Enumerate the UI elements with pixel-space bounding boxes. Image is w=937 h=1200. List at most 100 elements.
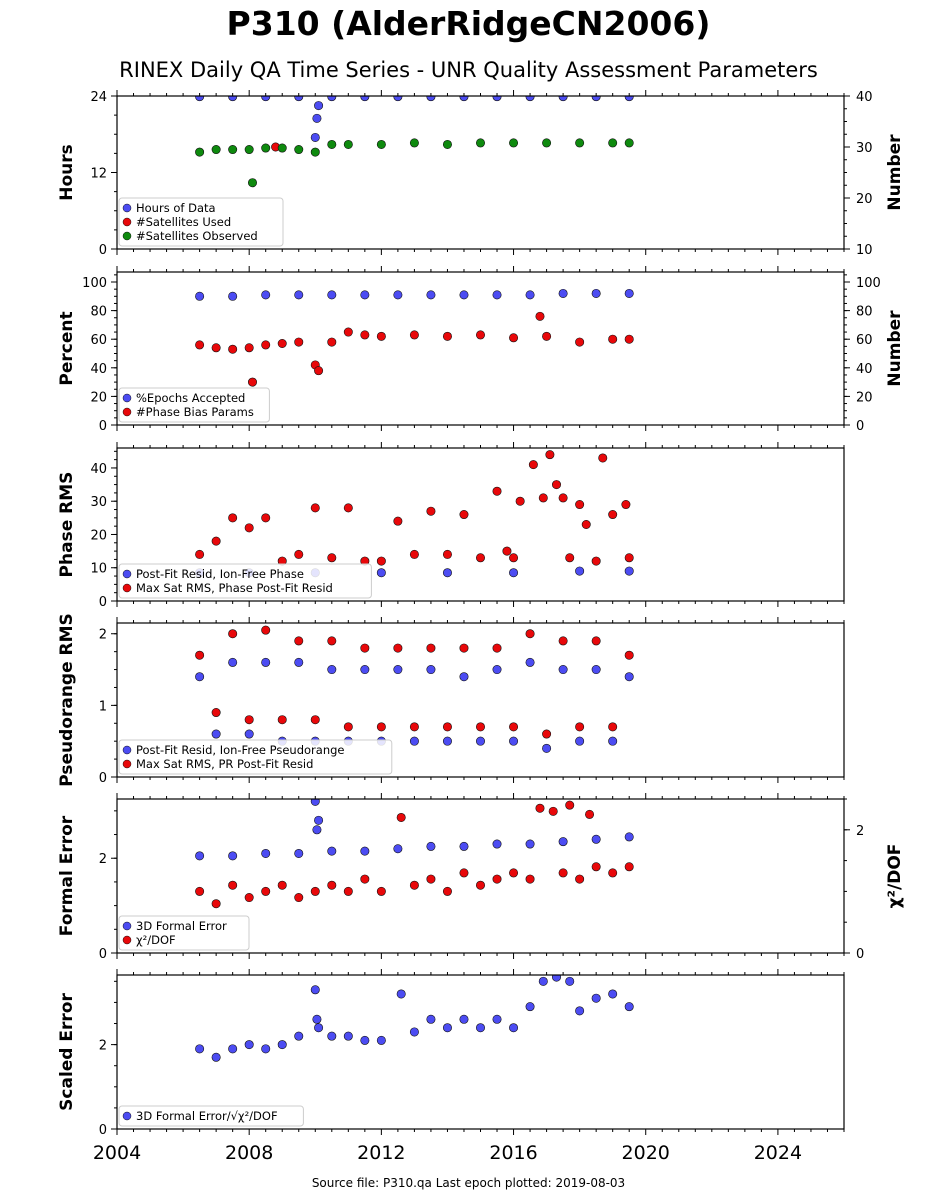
data-point xyxy=(228,513,238,523)
legend-entry: 3D Formal Error/√χ²/DOF xyxy=(136,1109,278,1123)
data-point xyxy=(261,143,271,153)
data-point xyxy=(228,629,238,639)
data-point xyxy=(545,450,555,460)
y-tick-label: 100 xyxy=(82,276,107,291)
data-point xyxy=(244,1040,254,1050)
data-point xyxy=(525,290,535,300)
data-point xyxy=(211,899,221,909)
x-tick-label: 2008 xyxy=(225,1142,273,1164)
data-point xyxy=(538,976,548,986)
data-point xyxy=(310,503,320,513)
data-point xyxy=(211,145,221,155)
data-point xyxy=(310,132,320,142)
data-point xyxy=(492,486,502,496)
y-tick-label: 30 xyxy=(90,495,107,510)
data-point xyxy=(343,503,353,513)
data-point xyxy=(558,868,568,878)
data-point xyxy=(376,556,386,566)
data-point xyxy=(376,139,386,149)
legend-entry: Post-Fit Resid, Ion-Free Phase xyxy=(136,567,304,581)
data-point xyxy=(376,722,386,732)
data-point xyxy=(535,311,545,321)
plot-frame xyxy=(116,622,845,778)
chart-panel-2: 0 20 40 60 80 100 0 20 40 60 80 100 Percent Number %Ep… xyxy=(57,266,905,434)
data-point xyxy=(525,874,535,884)
data-point xyxy=(310,886,320,896)
series-3d-formal-error xyxy=(195,799,634,861)
data-point xyxy=(376,886,386,896)
data-point xyxy=(409,722,419,732)
data-point xyxy=(442,1023,452,1033)
data-point xyxy=(591,636,601,646)
chart-title: P310 (AlderRidgeCN2006) xyxy=(226,4,711,43)
data-point xyxy=(426,665,436,675)
data-point xyxy=(459,290,469,300)
data-point xyxy=(591,862,601,872)
legend-marker xyxy=(122,1111,132,1121)
data-point xyxy=(294,549,304,559)
data-point xyxy=(624,862,634,872)
data-point xyxy=(575,722,585,732)
data-point xyxy=(538,493,548,503)
data-point xyxy=(509,138,519,148)
data-point xyxy=(591,665,601,675)
series-max-sat-rms-pr-post-fit-resid xyxy=(195,625,634,739)
data-point xyxy=(409,1027,419,1037)
data-point xyxy=(442,139,452,149)
data-point xyxy=(535,803,545,813)
y-tick-label: 12 xyxy=(90,167,107,182)
data-point xyxy=(608,722,618,732)
data-point xyxy=(376,331,386,341)
data-point xyxy=(244,343,254,353)
data-point xyxy=(624,650,634,660)
data-point xyxy=(195,1044,205,1054)
data-point xyxy=(261,340,271,350)
data-point xyxy=(558,96,568,102)
data-point xyxy=(492,96,502,102)
data-point xyxy=(608,868,618,878)
legend-marker xyxy=(122,935,132,945)
data-point xyxy=(228,145,238,155)
data-point xyxy=(360,96,370,102)
legend-marker xyxy=(122,921,132,931)
data-point xyxy=(261,848,271,858)
legend-entry: Post-Fit Resid, Ion-Free Pseudorange xyxy=(136,743,344,757)
data-point xyxy=(360,846,370,856)
data-point xyxy=(376,1035,386,1045)
y2-tick-label: 80 xyxy=(856,305,873,320)
legend-entry: 3D Formal Error xyxy=(136,919,227,933)
plot-area xyxy=(195,625,634,753)
data-point xyxy=(558,493,568,503)
data-point xyxy=(542,743,552,753)
data-point xyxy=(591,993,601,1003)
y-tick-label: 1 xyxy=(99,699,107,714)
legend-box xyxy=(118,387,270,423)
data-point xyxy=(294,145,304,155)
data-point xyxy=(591,556,601,566)
data-point xyxy=(360,665,370,675)
data-point xyxy=(409,880,419,890)
data-point xyxy=(608,989,618,999)
y-axis-label: Percent xyxy=(57,311,77,385)
data-point xyxy=(261,625,271,635)
data-point xyxy=(426,290,436,300)
y-tick-label: 0 xyxy=(99,419,107,434)
data-point xyxy=(310,147,320,157)
data-point xyxy=(624,96,634,102)
data-point xyxy=(195,549,205,559)
y-axis-label: Hours xyxy=(57,144,77,201)
data-point xyxy=(475,880,485,890)
data-point xyxy=(509,868,519,878)
data-point xyxy=(211,536,221,546)
data-point xyxy=(459,868,469,878)
data-point xyxy=(244,145,254,155)
data-point xyxy=(475,736,485,746)
data-point xyxy=(475,722,485,732)
data-point xyxy=(312,113,322,123)
data-point xyxy=(327,337,337,347)
legend-entry: Hours of Data xyxy=(136,201,216,215)
data-point xyxy=(624,334,634,344)
data-point xyxy=(624,1002,634,1012)
